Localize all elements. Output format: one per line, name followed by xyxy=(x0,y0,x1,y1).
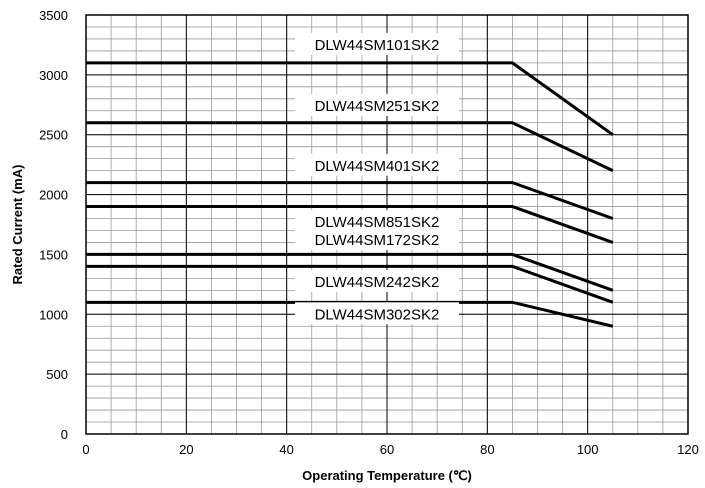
x-tick-label: 40 xyxy=(279,442,293,457)
series-label-bg xyxy=(294,302,459,325)
x-axis-ticks: 0 20 40 60 80 100 120 xyxy=(82,442,698,457)
series-label: DLW44SM251SK2 xyxy=(315,98,440,115)
series-line xyxy=(86,252,614,292)
x-tick-label: 100 xyxy=(577,442,599,457)
series-label-bg xyxy=(294,269,459,292)
series-label: DLW44SM302SK2 xyxy=(315,306,440,323)
series-line xyxy=(86,181,614,220)
y-axis-ticks: 0 500 1000 1500 2000 2500 3000 3500 xyxy=(39,8,68,442)
series-line xyxy=(86,61,614,136)
y-axis-label: Rated Current (mA) xyxy=(10,165,25,285)
y-tick-label: 3000 xyxy=(39,68,68,83)
series-label: DLW44SM172SK2 xyxy=(315,232,440,249)
x-tick-label: 0 xyxy=(82,442,89,457)
series-label: DLW44SM242SK2 xyxy=(315,274,440,291)
y-tick-label: 500 xyxy=(46,367,68,382)
series-label: DLW44SM401SK2 xyxy=(315,158,440,175)
x-tick-label: 20 xyxy=(179,442,193,457)
series-label-bg xyxy=(294,153,459,176)
series-label-bg xyxy=(294,210,459,233)
y-tick-label: 2500 xyxy=(39,128,68,143)
series-labels: DLW44SM101SK2 DLW44SM251SK2 DLW44SM401SK2 D… xyxy=(294,32,459,325)
x-axis-label: Operating Temperature (℃) xyxy=(302,468,472,483)
x-tick-label: 120 xyxy=(677,442,699,457)
y-tick-label: 1000 xyxy=(39,307,68,322)
series-label-bg xyxy=(294,32,459,55)
y-tick-label: 1500 xyxy=(39,247,68,262)
series-label: DLW44SM851SK2 xyxy=(315,214,440,231)
series-line xyxy=(86,205,614,244)
series-label: DLW44SM101SK2 xyxy=(315,37,440,54)
y-tick-label: 0 xyxy=(61,427,68,442)
y-tick-label: 2000 xyxy=(39,188,68,203)
y-tick-label: 3500 xyxy=(39,8,68,23)
series-label-bg xyxy=(294,93,459,116)
series-line xyxy=(86,121,614,172)
x-tick-label: 80 xyxy=(480,442,494,457)
series-label-bg xyxy=(294,228,459,251)
series-line xyxy=(86,264,614,304)
series-line xyxy=(86,300,614,328)
series-lines xyxy=(86,61,614,328)
plot-area-frame xyxy=(85,14,689,435)
x-tick-label: 60 xyxy=(380,442,394,457)
